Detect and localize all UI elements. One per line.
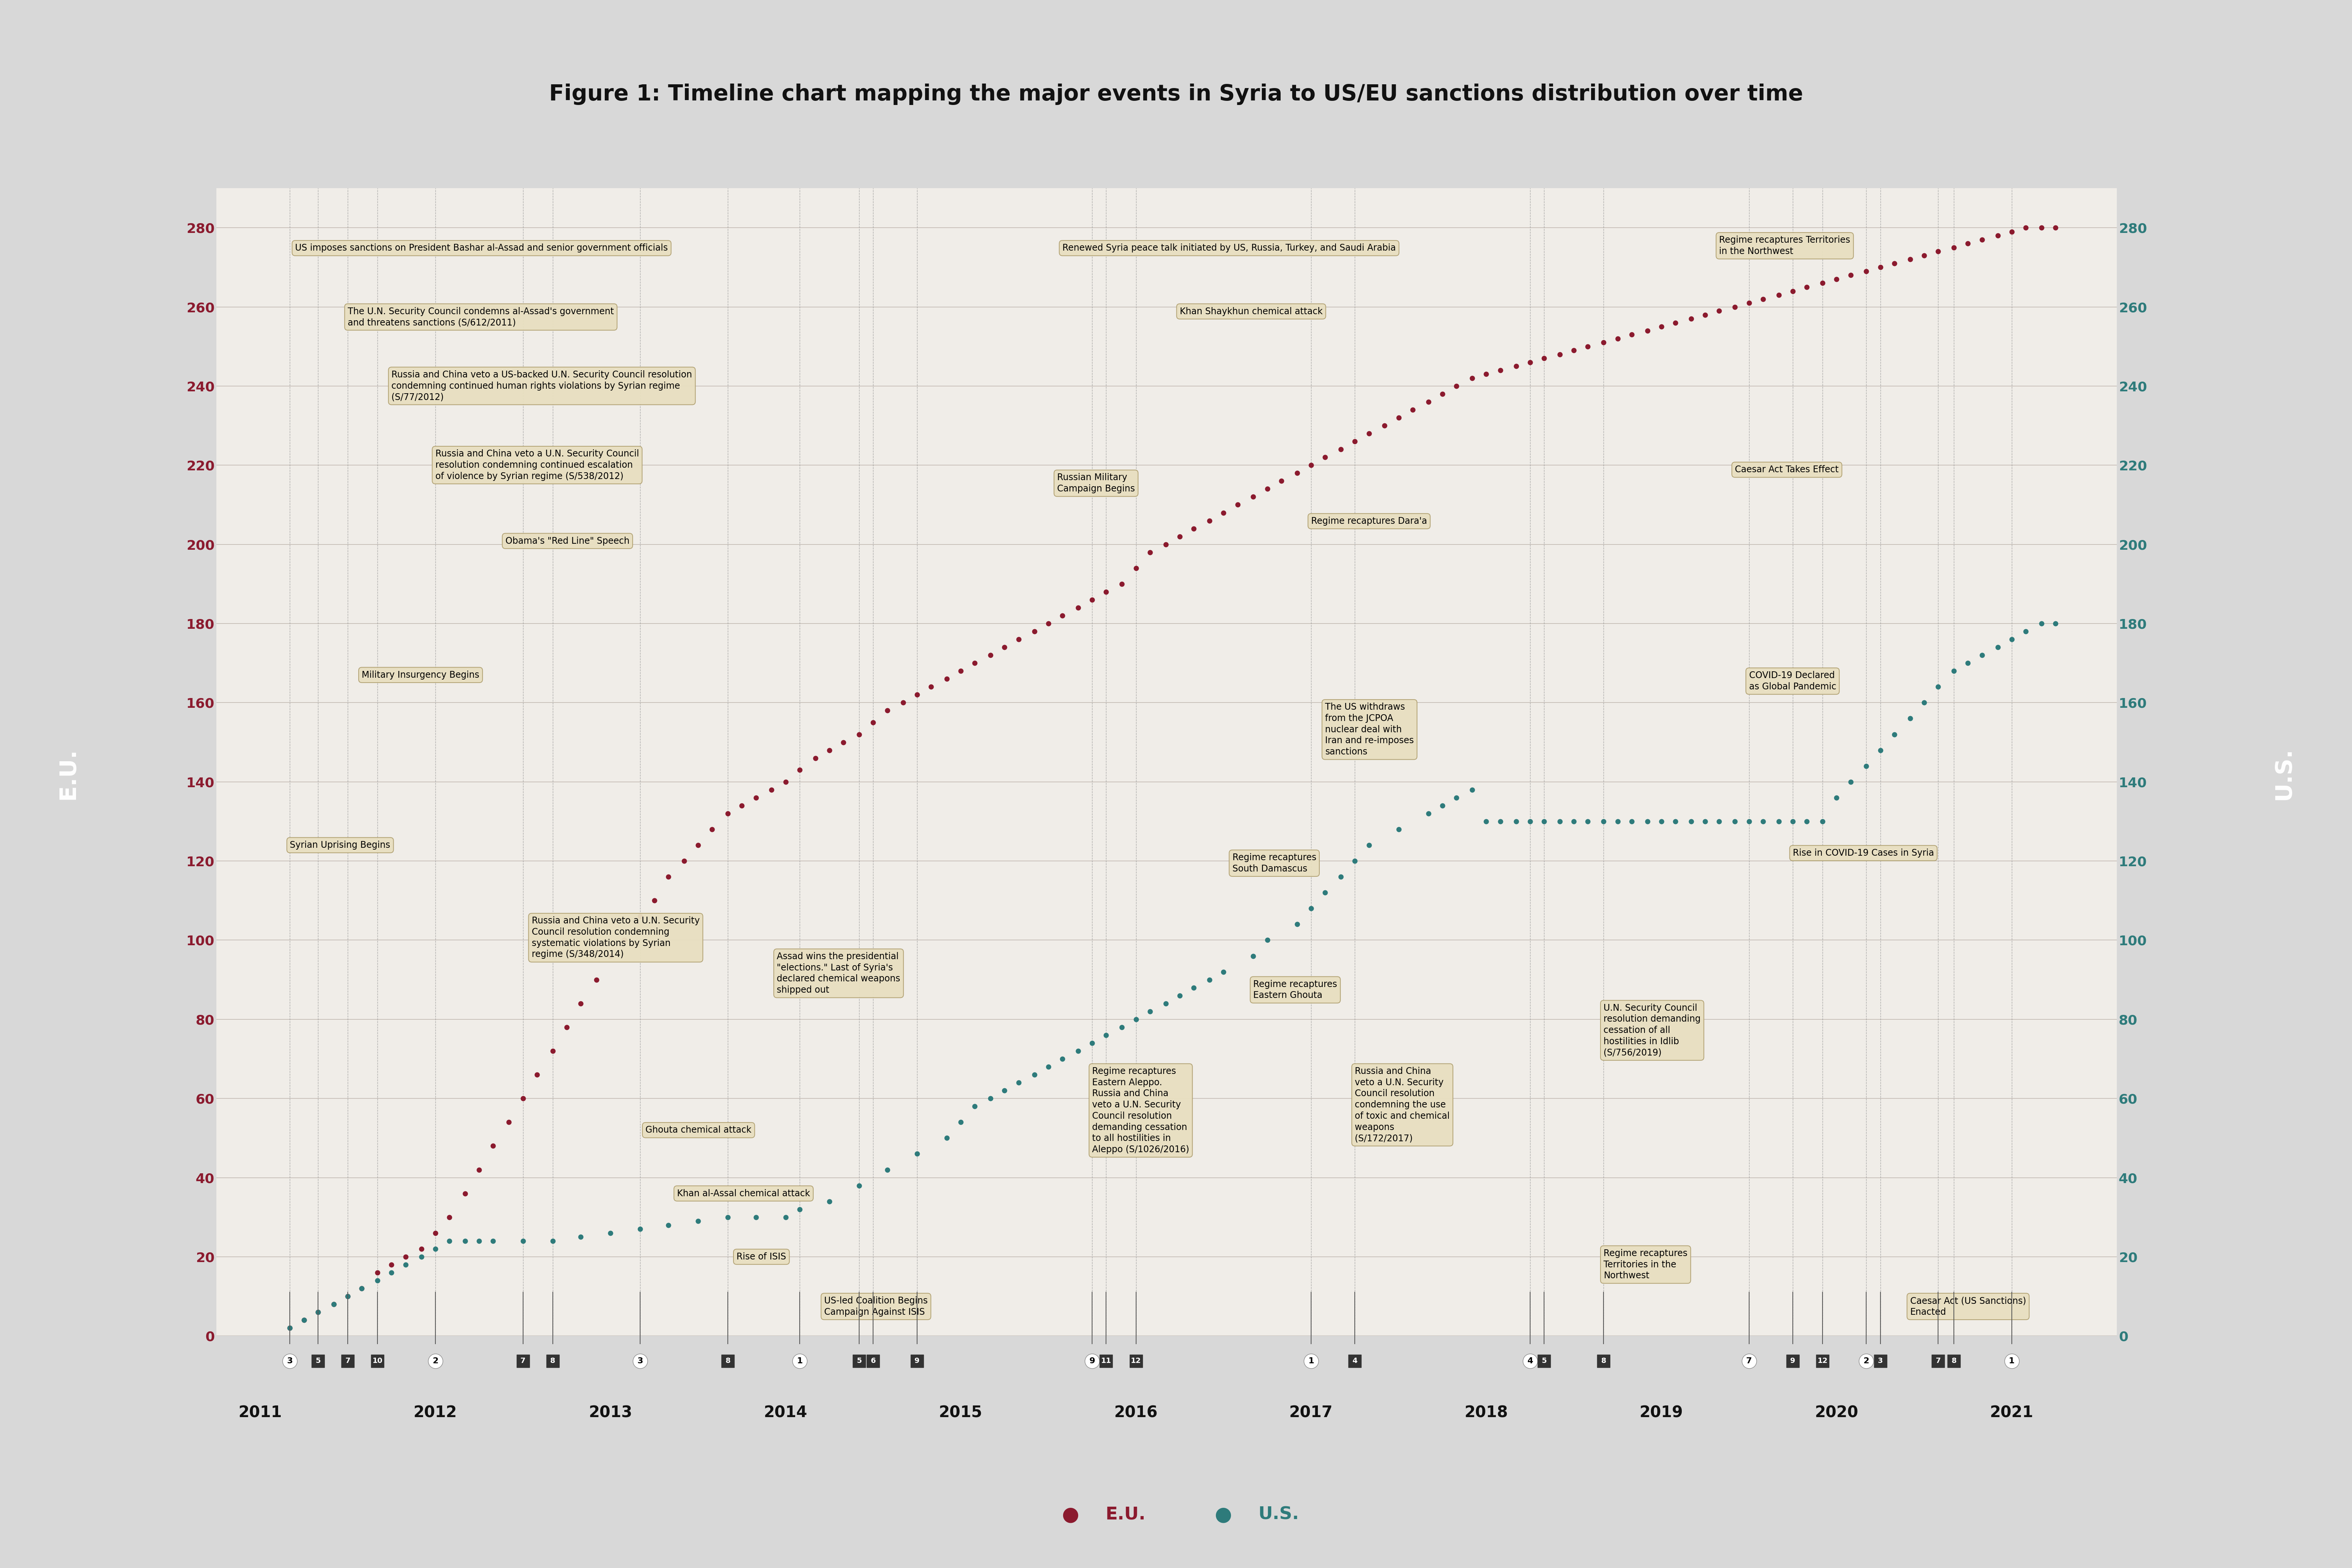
Text: The US withdraws
from the JCPOA
nuclear deal with
Iran and re-imposes
sanctions: The US withdraws from the JCPOA nuclear … <box>1324 702 1414 756</box>
Text: ●: ● <box>1214 1505 1232 1524</box>
Text: 12: 12 <box>1818 1358 1828 1364</box>
Text: E.U.: E.U. <box>1105 1507 1145 1523</box>
Text: Regime recaptures
Territories in the
Northwest: Regime recaptures Territories in the Nor… <box>1604 1248 1689 1279</box>
Text: 2015: 2015 <box>938 1405 983 1421</box>
Text: 2016: 2016 <box>1115 1405 1157 1421</box>
Text: US-led Coalition Begins
Campaign Against ISIS: US-led Coalition Begins Campaign Against… <box>823 1297 927 1317</box>
Text: 2014: 2014 <box>764 1405 807 1421</box>
Text: Khan al-Assal chemical attack: Khan al-Assal chemical attack <box>677 1189 809 1198</box>
Text: 4: 4 <box>1352 1358 1357 1364</box>
Text: Rise of ISIS: Rise of ISIS <box>736 1253 786 1261</box>
Text: 1: 1 <box>797 1358 802 1364</box>
Text: Russian Military
Campaign Begins: Russian Military Campaign Begins <box>1056 474 1136 494</box>
Text: US imposes sanctions on President Bashar al-Assad and senior government official: US imposes sanctions on President Bashar… <box>296 243 668 252</box>
Text: 4: 4 <box>1526 1358 1534 1364</box>
Text: 5: 5 <box>315 1358 320 1364</box>
Text: Russia and China
veto a U.N. Security
Council resolution
condemning the use
of t: Russia and China veto a U.N. Security Co… <box>1355 1066 1449 1143</box>
Text: Caesar Act (US Sanctions)
Enacted: Caesar Act (US Sanctions) Enacted <box>1910 1297 2025 1317</box>
Text: Assad wins the presidential
"elections." Last of Syria's
declared chemical weapo: Assad wins the presidential "elections."… <box>776 952 901 994</box>
Text: 5: 5 <box>856 1358 861 1364</box>
Text: 8: 8 <box>724 1358 731 1364</box>
Text: 10: 10 <box>372 1358 383 1364</box>
Text: Russia and China veto a US-backed U.N. Security Council resolution
condemning co: Russia and China veto a US-backed U.N. S… <box>390 370 691 401</box>
Text: U.N. Security Council
resolution demanding
cessation of all
hostilities in Idlib: U.N. Security Council resolution demandi… <box>1604 1004 1700 1057</box>
Text: U.S.: U.S. <box>1258 1507 1298 1523</box>
Text: Regime recaptures
South Damascus: Regime recaptures South Damascus <box>1232 853 1317 873</box>
Text: Russia and China veto a U.N. Security
Council resolution condemning
systematic v: Russia and China veto a U.N. Security Co… <box>532 916 701 960</box>
Text: Caesar Act Takes Effect: Caesar Act Takes Effect <box>1736 466 1839 474</box>
Text: 9: 9 <box>1790 1358 1795 1364</box>
Text: 8: 8 <box>1952 1358 1957 1364</box>
Text: ●: ● <box>1061 1505 1080 1524</box>
Text: 2017: 2017 <box>1289 1405 1334 1421</box>
Text: 7: 7 <box>1745 1358 1752 1364</box>
Text: Regime recaptures
Eastern Aleppo.
Russia and China
veto a U.N. Security
Council : Regime recaptures Eastern Aleppo. Russia… <box>1091 1066 1190 1154</box>
Text: Regime recaptures Dara'a: Regime recaptures Dara'a <box>1310 517 1428 525</box>
Text: 8: 8 <box>550 1358 555 1364</box>
Text: 2018: 2018 <box>1465 1405 1508 1421</box>
Text: 12: 12 <box>1131 1358 1141 1364</box>
Text: Figure 1: Timeline chart mapping the major events in Syria to US/EU sanctions di: Figure 1: Timeline chart mapping the maj… <box>548 83 1804 105</box>
Text: 2012: 2012 <box>414 1405 456 1421</box>
Text: 11: 11 <box>1101 1358 1110 1364</box>
Text: Obama's "Red Line" Speech: Obama's "Red Line" Speech <box>506 536 630 546</box>
Text: U.S.: U.S. <box>2272 748 2296 800</box>
Text: 1: 1 <box>1308 1358 1315 1364</box>
Text: 2021: 2021 <box>1990 1405 2034 1421</box>
Text: 8: 8 <box>1602 1358 1606 1364</box>
Text: 7: 7 <box>520 1358 524 1364</box>
Text: Regime recaptures Territories
in the Northwest: Regime recaptures Territories in the Nor… <box>1719 235 1851 256</box>
Text: 5: 5 <box>1541 1358 1548 1364</box>
Text: 6: 6 <box>870 1358 875 1364</box>
Text: 7: 7 <box>1936 1358 1940 1364</box>
Text: 2: 2 <box>433 1358 437 1364</box>
Text: 2013: 2013 <box>588 1405 633 1421</box>
Text: 7: 7 <box>346 1358 350 1364</box>
Text: Russia and China veto a U.N. Security Council
resolution condemning continued es: Russia and China veto a U.N. Security Co… <box>435 450 640 481</box>
Text: 3: 3 <box>1877 1358 1884 1364</box>
Text: 3: 3 <box>287 1358 294 1364</box>
Text: COVID-19 Declared
as Global Pandemic: COVID-19 Declared as Global Pandemic <box>1750 671 1837 691</box>
Text: Renewed Syria peace talk initiated by US, Russia, Turkey, and Saudi Arabia: Renewed Syria peace talk initiated by US… <box>1063 243 1395 252</box>
Text: Khan Shaykhun chemical attack: Khan Shaykhun chemical attack <box>1181 307 1322 315</box>
Text: 2: 2 <box>1863 1358 1870 1364</box>
Text: 2011: 2011 <box>238 1405 282 1421</box>
Text: E.U.: E.U. <box>56 748 80 800</box>
Text: 1: 1 <box>2009 1358 2016 1364</box>
Text: 3: 3 <box>637 1358 642 1364</box>
Text: 9: 9 <box>1089 1358 1096 1364</box>
Text: Regime recaptures
Eastern Ghouta: Regime recaptures Eastern Ghouta <box>1254 980 1338 1000</box>
Text: 9: 9 <box>915 1358 920 1364</box>
Text: Syrian Uprising Begins: Syrian Uprising Begins <box>289 840 390 850</box>
Text: 2019: 2019 <box>1639 1405 1684 1421</box>
Text: Rise in COVID-19 Cases in Syria: Rise in COVID-19 Cases in Syria <box>1792 848 1933 858</box>
Text: Ghouta chemical attack: Ghouta chemical attack <box>644 1126 753 1135</box>
Text: 2020: 2020 <box>1816 1405 1858 1421</box>
Text: The U.N. Security Council condemns al-Assad's government
and threatens sanctions: The U.N. Security Council condemns al-As… <box>348 307 614 328</box>
Text: Military Insurgency Begins: Military Insurgency Begins <box>362 671 480 679</box>
